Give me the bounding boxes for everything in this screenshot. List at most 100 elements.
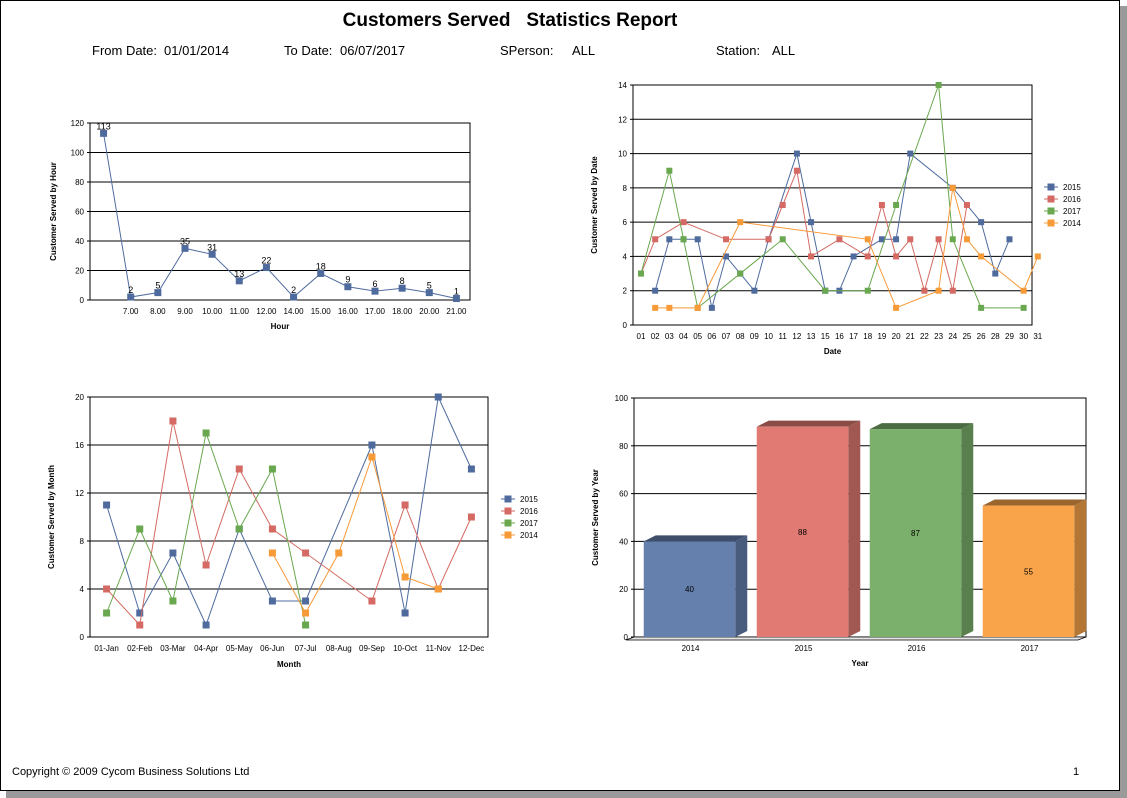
hour-chart-point [181,244,189,252]
year-chart-bar-top [869,423,974,430]
month-chart-series-2016-point [302,549,310,557]
date-chart-ylabel: Customer Served by Date [590,156,599,254]
month-chart-legend-label: 2016 [520,507,538,516]
month-chart-series-2014-point [401,573,409,581]
date-chart-xtick-label: 09 [750,332,759,341]
year-chart-bar-side [735,535,748,637]
year-chart-ytick-label: 40 [619,537,628,546]
date-chart-series-2014-point [978,253,985,260]
date-chart-series-2015-point [723,253,730,260]
month-chart-series-2015-point [467,465,475,473]
date-chart-xtick-label: 24 [948,332,957,341]
year-chart-bar-top [756,420,861,427]
date-chart-series-2017-point [935,82,942,88]
hour-chart-ytick-label: 0 [80,296,85,305]
date-chart-legend-label: 2016 [1063,195,1081,204]
month-chart-series-2016-point [368,597,376,605]
station-value: ALL [772,43,796,58]
year-chart-ylabel: Customer Served by Year [591,469,600,566]
month-chart-xlabel: Month [277,660,301,669]
date-chart-xtick-label: 21 [906,332,915,341]
date-chart-plot-frame [632,84,1033,326]
hour-chart-xtick-label: 8.00 [150,307,166,316]
page-shadow-right [1120,6,1127,798]
date-chart-xtick-label: 05 [693,332,702,341]
hour-chart-xtick-label: 16.00 [338,307,359,316]
hour-chart-xtick-label: 10.00 [202,307,223,316]
hour-chart-xlabel: Hour [271,322,290,331]
date-chart-series-2016-point [765,236,772,243]
hour-chart-data-label: 113 [96,121,110,131]
month-chart-series-2016-point [103,585,111,593]
hour-chart-ytick-label: 20 [75,267,84,276]
month-chart-series-2015-point [202,621,210,629]
date-chart-xtick-label: 31 [1033,332,1042,341]
month-chart-xtick-label: 12-Dec [459,644,485,653]
hour-chart-data-label: 1 [454,287,459,297]
month-chart-series-2014-point [268,549,276,557]
sperson-value: ALL [572,43,596,58]
date-chart-series-2017-point [737,270,744,277]
hour-chart-data-label: 6 [372,279,377,289]
month-chart-series-2015-point [136,609,144,617]
date-chart-series-2016-point [963,202,970,208]
hour-chart-xtick-label: 18.00 [392,307,413,316]
year-chart-bar-side [848,420,861,637]
hour-chart-point [425,289,433,297]
month-chart-legend-marker [504,531,512,539]
date-chart-xtick-label: 01 [637,332,646,341]
date-chart-series-2017-point [1020,304,1027,311]
date-chart-xtick-label: 04 [679,332,688,341]
hour-chart-point [290,293,298,301]
month-chart-ytick-label: 16 [75,441,84,450]
hour-chart-data-label: 5 [155,281,160,291]
hour-chart-data-label: 18 [316,261,326,271]
date-chart-series-2016-point [779,202,786,208]
month-chart-xtick-label: 02-Feb [127,644,153,653]
date-chart-series-2015-point [893,236,900,243]
hour-chart-data-label: 13 [234,269,244,279]
from-date-label: From Date: [92,43,158,58]
date-chart-series-2014-point [893,304,900,311]
hour-chart-ytick-label: 120 [71,119,85,128]
month-chart-xtick-label: 01-Jan [94,644,118,653]
date-chart-ytick-label: 12 [618,115,627,124]
date-chart-xlabel: Date [824,347,842,356]
year-chart-bar-top [643,535,748,542]
hour-chart-point [398,284,406,292]
to-date-value: 06/07/2017 [340,43,406,58]
date-chart-series-2015-point [1006,236,1013,243]
month-chart-series-2016-point [202,561,210,569]
month-chart-legend-label: 2015 [520,495,538,504]
date-chart-ytick-label: 14 [618,81,627,90]
date-chart-series-2015-line [654,151,1010,308]
hour-chart-data-label: 5 [427,281,432,291]
date-chart-legend-marker [1047,207,1055,215]
page-shadow-bottom [6,791,1127,798]
date-chart-series-2017-point [666,167,673,174]
month-chart-series-2014-point [302,609,310,617]
year-chart-bar [869,429,962,637]
month-chart-xtick-label: 08-Aug [326,644,352,653]
month-chart-xtick-label: 06-Jun [260,644,284,653]
hour-chart-xtick-label: 21.00 [446,307,467,316]
station-label: Station: [716,43,761,58]
hour-chart-point [371,287,379,295]
date-chart-series-2016-point [921,287,928,294]
hour-chart-data-label: 9 [345,275,350,285]
month-chart-series-2016-point [268,525,276,533]
year-chart-data-label: 88 [798,528,807,537]
month-chart-series-2017-point [169,597,177,605]
year-chart-data-label: 40 [685,585,694,594]
date-chart-series-2017-point [978,304,985,311]
date-chart-xtick-label: 02 [651,332,660,341]
hour-chart-data-label: 2 [128,285,133,295]
hour-chart-ylabel: Customer Served by Hour [49,162,58,261]
date-chart-ytick-label: 8 [623,184,628,193]
month-chart-xtick-label: 03-Mar [160,644,186,653]
hour-chart-point [262,264,270,272]
date-chart-xtick-label: 20 [892,332,901,341]
month-chart-series-2016-point [235,465,243,473]
hour-chart-data-label: 8 [400,276,405,286]
copyright-text: Copyright © 2009 Cycom Business Solution… [12,766,250,778]
